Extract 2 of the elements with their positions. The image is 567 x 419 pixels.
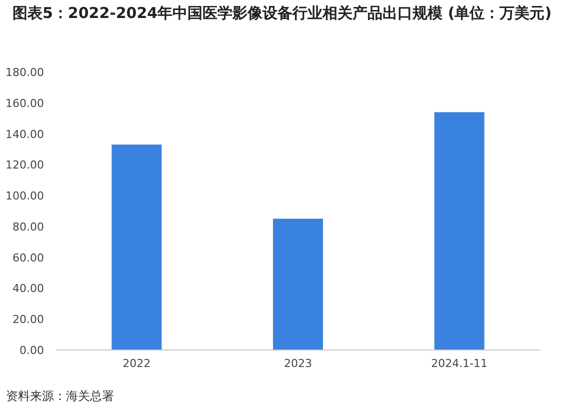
title: 图表5：2022-2024年中国医学影像设备行业相关产品出口规模 (单位：万美元) <box>11 4 553 23</box>
annotation: 资料来源：海关总署 <box>6 388 114 405</box>
